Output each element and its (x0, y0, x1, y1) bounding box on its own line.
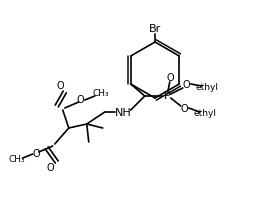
Text: O: O (47, 163, 55, 173)
Text: O: O (77, 95, 85, 105)
Text: CH₃: CH₃ (92, 90, 109, 98)
Text: CH₃: CH₃ (8, 156, 25, 164)
Text: O: O (167, 73, 175, 83)
Text: ethyl: ethyl (195, 82, 218, 92)
Text: Br: Br (149, 24, 161, 34)
Text: O: O (33, 149, 41, 159)
Text: O: O (181, 104, 189, 114)
Text: P: P (163, 91, 170, 101)
Text: NH: NH (114, 108, 131, 118)
Text: O: O (183, 80, 190, 90)
Text: O: O (57, 81, 65, 91)
Text: ethyl: ethyl (193, 108, 216, 117)
